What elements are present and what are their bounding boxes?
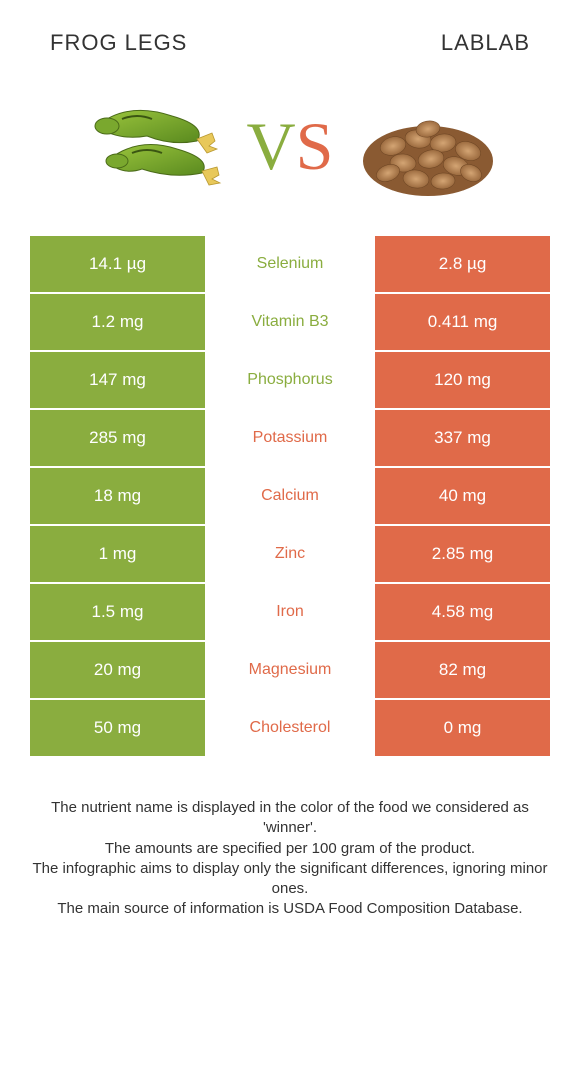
title-left: FROG LEGS [50,30,187,56]
value-left: 50 mg [30,700,205,756]
table-row: 14.1 µgSelenium2.8 µg [30,236,550,292]
value-right: 0 mg [375,700,550,756]
nutrient-name: Iron [205,584,375,640]
header: FROG LEGS LABLAB [0,0,580,66]
nutrient-name: Potassium [205,410,375,466]
value-right: 82 mg [375,642,550,698]
vs-row: VS [0,66,580,236]
table-row: 285 mgPotassium337 mg [30,410,550,466]
vs-v: V [247,108,296,184]
value-left: 14.1 µg [30,236,205,292]
frog-legs-image [77,86,227,206]
footer-line-1: The nutrient name is displayed in the co… [30,798,550,839]
lablab-image [353,86,503,206]
nutrient-table: 14.1 µgSelenium2.8 µg1.2 mgVitamin B30.4… [0,236,580,758]
nutrient-name: Cholesterol [205,700,375,756]
table-row: 1.2 mgVitamin B30.411 mg [30,294,550,350]
footer-line-2: The amounts are specified per 100 gram o… [30,839,550,859]
value-left: 1.2 mg [30,294,205,350]
vs-s: S [296,108,334,184]
value-right: 4.58 mg [375,584,550,640]
value-right: 2.8 µg [375,236,550,292]
nutrient-name: Calcium [205,468,375,524]
table-row: 147 mgPhosphorus120 mg [30,352,550,408]
value-left: 147 mg [30,352,205,408]
table-row: 18 mgCalcium40 mg [30,468,550,524]
table-row: 50 mgCholesterol0 mg [30,700,550,756]
value-left: 285 mg [30,410,205,466]
table-row: 1 mgZinc2.85 mg [30,526,550,582]
value-right: 337 mg [375,410,550,466]
value-left: 1.5 mg [30,584,205,640]
value-right: 2.85 mg [375,526,550,582]
nutrient-name: Selenium [205,236,375,292]
nutrient-name: Magnesium [205,642,375,698]
vs-text: VS [247,107,334,186]
nutrient-name: Zinc [205,526,375,582]
value-right: 0.411 mg [375,294,550,350]
footer-line-3: The infographic aims to display only the… [30,859,550,900]
title-right: LABLAB [441,30,530,56]
value-left: 18 mg [30,468,205,524]
value-left: 20 mg [30,642,205,698]
value-right: 40 mg [375,468,550,524]
footer-line-4: The main source of information is USDA F… [30,899,550,919]
table-row: 20 mgMagnesium82 mg [30,642,550,698]
value-right: 120 mg [375,352,550,408]
footer-text: The nutrient name is displayed in the co… [0,758,580,940]
nutrient-name: Vitamin B3 [205,294,375,350]
table-row: 1.5 mgIron4.58 mg [30,584,550,640]
nutrient-name: Phosphorus [205,352,375,408]
value-left: 1 mg [30,526,205,582]
